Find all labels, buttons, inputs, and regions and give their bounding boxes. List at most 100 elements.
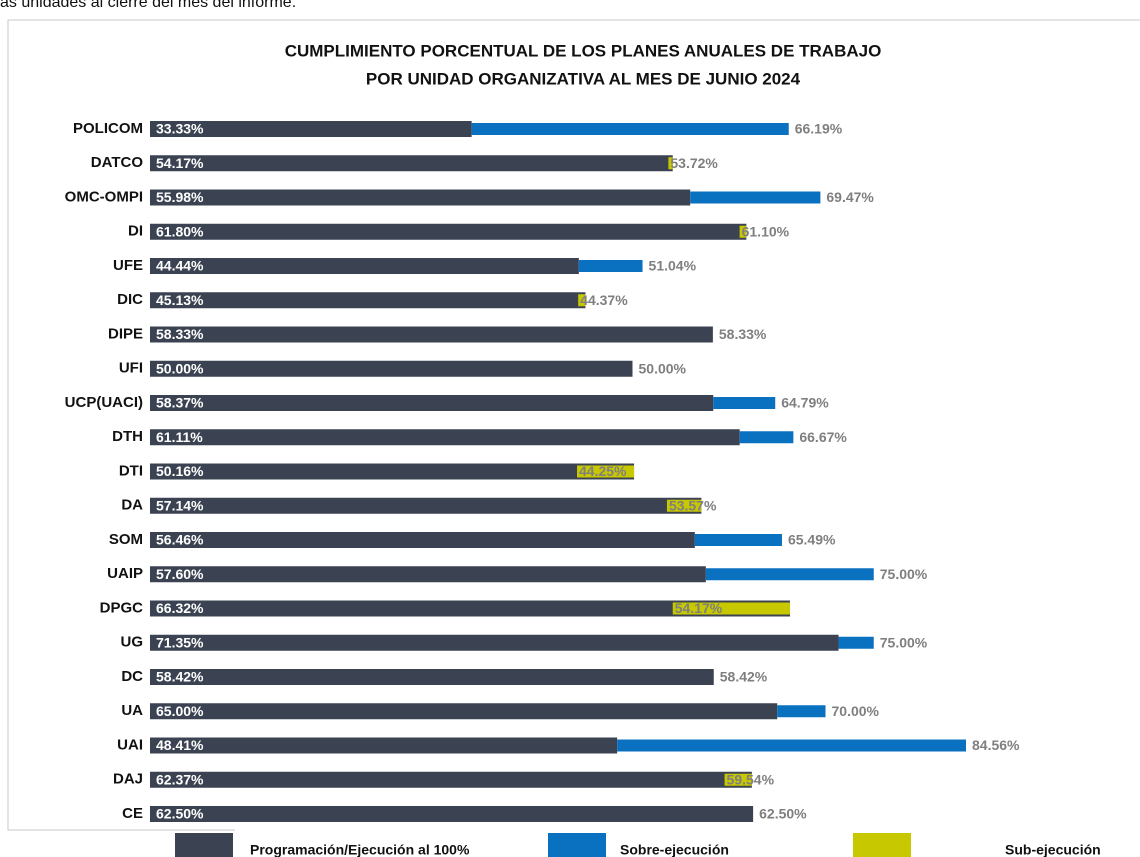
chart-title: POR UNIDAD ORGANIZATIVA AL MES DE JUNIO … — [366, 69, 801, 88]
bar — [150, 634, 839, 651]
under-bar — [739, 225, 747, 238]
category-label: DATCO — [91, 154, 144, 171]
bar-label: 55.98% — [156, 189, 204, 205]
legend-label: Programación/Ejecución al 100% — [250, 842, 470, 857]
bar-label: 61.80% — [156, 223, 204, 239]
execution-label: 75.00% — [880, 634, 928, 650]
execution-label: 84.56% — [972, 737, 1020, 753]
bar-label: 33.33% — [156, 121, 204, 137]
bar — [150, 703, 778, 720]
category-label: DI — [128, 223, 143, 240]
bar — [150, 429, 740, 446]
bar — [150, 292, 586, 309]
category-label: DAJ — [113, 771, 143, 788]
bar-label: 65.00% — [156, 703, 204, 719]
bar — [150, 360, 633, 377]
execution-label: 44.37% — [580, 292, 628, 308]
category-label: SOM — [109, 531, 143, 548]
bar-label: 62.50% — [156, 806, 204, 822]
category-label: UAIP — [107, 565, 143, 582]
bar — [150, 566, 706, 583]
category-label: UA — [121, 702, 143, 719]
bar — [150, 497, 702, 514]
bar — [150, 463, 635, 480]
category-label: DC — [121, 668, 143, 685]
under-bar — [668, 157, 673, 170]
execution-label: 50.00% — [639, 360, 687, 376]
chart-frame — [7, 19, 1140, 831]
bar-label: 56.46% — [156, 532, 204, 548]
category-label: UAI — [117, 736, 143, 753]
category-label: DIPE — [108, 325, 143, 342]
bar — [150, 223, 747, 240]
category-label: UG — [121, 634, 144, 651]
bar-label: 57.60% — [156, 566, 204, 582]
bar-label: 71.35% — [156, 634, 204, 650]
bar-label: 50.16% — [156, 463, 204, 479]
under-bar — [577, 465, 635, 478]
bar-label: 44.44% — [156, 258, 204, 274]
execution-label: 59.54% — [727, 771, 775, 787]
over-bar — [617, 739, 967, 752]
over-bar — [777, 705, 826, 718]
bar — [150, 737, 618, 754]
bar — [150, 326, 713, 343]
bar-label: 58.42% — [156, 669, 204, 685]
over-bar — [705, 568, 874, 581]
execution-label: 65.49% — [788, 532, 836, 548]
execution-label: 66.67% — [799, 429, 847, 445]
bar-label: 58.37% — [156, 395, 204, 411]
bar — [150, 669, 714, 685]
bar — [150, 600, 790, 617]
legend-swatch — [175, 833, 233, 857]
bar — [150, 258, 579, 274]
bar — [150, 532, 695, 548]
legend-label: Sobre-ejecución — [620, 842, 729, 857]
bar — [150, 121, 472, 137]
bar-label: 58.33% — [156, 326, 204, 342]
bar-label: 50.00% — [156, 360, 204, 376]
category-label: UFI — [119, 360, 143, 377]
category-label: OMC-OMPI — [65, 188, 143, 205]
execution-label: 70.00% — [832, 703, 880, 719]
bar — [150, 189, 691, 206]
legend-swatch — [548, 833, 606, 857]
execution-label: 44.25% — [579, 463, 627, 479]
category-label: UFE — [113, 257, 143, 274]
under-bar — [672, 602, 790, 615]
legend-swatch — [853, 833, 911, 857]
execution-label: 53.57% — [669, 497, 717, 513]
over-bar — [739, 431, 794, 444]
execution-label: 66.19% — [795, 121, 843, 137]
bar — [150, 395, 714, 411]
header-text: as unidades al cierre del mes del inform… — [0, 0, 296, 11]
category-label: DPGC — [100, 599, 144, 616]
category-label: POLICOM — [73, 120, 143, 137]
category-label: DA — [121, 497, 143, 514]
over-bar — [694, 534, 782, 546]
category-label: DTI — [119, 462, 143, 479]
category-label: DIC — [117, 291, 143, 308]
bar — [150, 771, 752, 788]
under-bar — [666, 499, 702, 512]
bar-label: 45.13% — [156, 292, 204, 308]
bar — [150, 155, 673, 172]
execution-label: 53.72% — [670, 155, 718, 171]
under-bar — [724, 773, 752, 786]
execution-label: 51.04% — [649, 258, 697, 274]
bar-label: 57.14% — [156, 497, 204, 513]
execution-label: 62.50% — [759, 806, 807, 822]
execution-label: 61.10% — [742, 223, 790, 239]
legend-label: Sub-ejecución — [1005, 842, 1101, 857]
under-bar — [578, 294, 586, 307]
execution-label: 69.47% — [826, 189, 874, 205]
over-bar — [471, 123, 789, 135]
bar-label: 66.32% — [156, 600, 204, 616]
bar-label: 61.11% — [156, 429, 203, 445]
chart-title: CUMPLIMIENTO PORCENTUAL DE LOS PLANES AN… — [285, 41, 882, 60]
over-bar — [690, 191, 821, 204]
execution-label: 64.79% — [781, 395, 829, 411]
execution-label: 54.17% — [675, 600, 723, 616]
category-label: CE — [122, 805, 143, 822]
